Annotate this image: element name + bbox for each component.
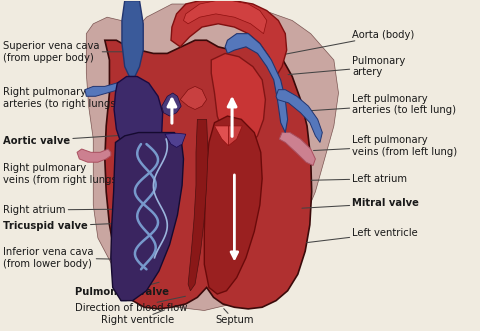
Polygon shape	[228, 126, 242, 146]
Text: Right pulmonary
arteries (to right lungs): Right pulmonary arteries (to right lungs…	[3, 87, 129, 109]
Text: Right atrium: Right atrium	[3, 205, 137, 215]
Polygon shape	[111, 132, 183, 301]
Text: Right pulmonary
veins (from right lungs): Right pulmonary veins (from right lungs)	[3, 163, 137, 185]
Text: Left pulmonary
arteries (to left lung): Left pulmonary arteries (to left lung)	[307, 94, 456, 115]
Text: Direction of blood flow: Direction of blood flow	[75, 296, 187, 313]
Text: Septum: Septum	[215, 308, 253, 325]
Text: Pulmonary valve: Pulmonary valve	[75, 282, 169, 297]
Polygon shape	[114, 76, 163, 162]
Text: Tricuspid valve: Tricuspid valve	[3, 221, 144, 231]
Polygon shape	[188, 119, 208, 291]
Polygon shape	[77, 149, 111, 162]
Text: Mitral valve: Mitral valve	[302, 198, 419, 209]
Text: Superior vena cava
(from upper body): Superior vena cava (from upper body)	[3, 41, 127, 63]
Text: Pulmonary
artery: Pulmonary artery	[288, 56, 406, 77]
Text: Left pulmonary
veins (from left lung): Left pulmonary veins (from left lung)	[313, 135, 457, 157]
Polygon shape	[215, 126, 228, 146]
Polygon shape	[116, 231, 132, 301]
Polygon shape	[86, 4, 338, 310]
Polygon shape	[180, 86, 206, 110]
Polygon shape	[162, 93, 181, 116]
Text: Inferior vena cava
(from lower body): Inferior vena cava (from lower body)	[3, 247, 129, 268]
Text: Right ventricle: Right ventricle	[101, 310, 174, 325]
Polygon shape	[85, 76, 133, 96]
Polygon shape	[105, 40, 312, 309]
Polygon shape	[279, 132, 315, 166]
Text: Left atrium: Left atrium	[311, 174, 408, 184]
Polygon shape	[204, 116, 262, 294]
Polygon shape	[211, 53, 265, 149]
Polygon shape	[276, 90, 322, 142]
Polygon shape	[122, 1, 143, 76]
Polygon shape	[165, 133, 186, 147]
Polygon shape	[171, 1, 287, 76]
Text: Left ventricle: Left ventricle	[307, 228, 418, 243]
Text: Aorta (body): Aorta (body)	[283, 30, 415, 55]
Polygon shape	[225, 34, 288, 132]
Polygon shape	[183, 1, 267, 34]
Text: Aortic valve: Aortic valve	[3, 133, 162, 146]
